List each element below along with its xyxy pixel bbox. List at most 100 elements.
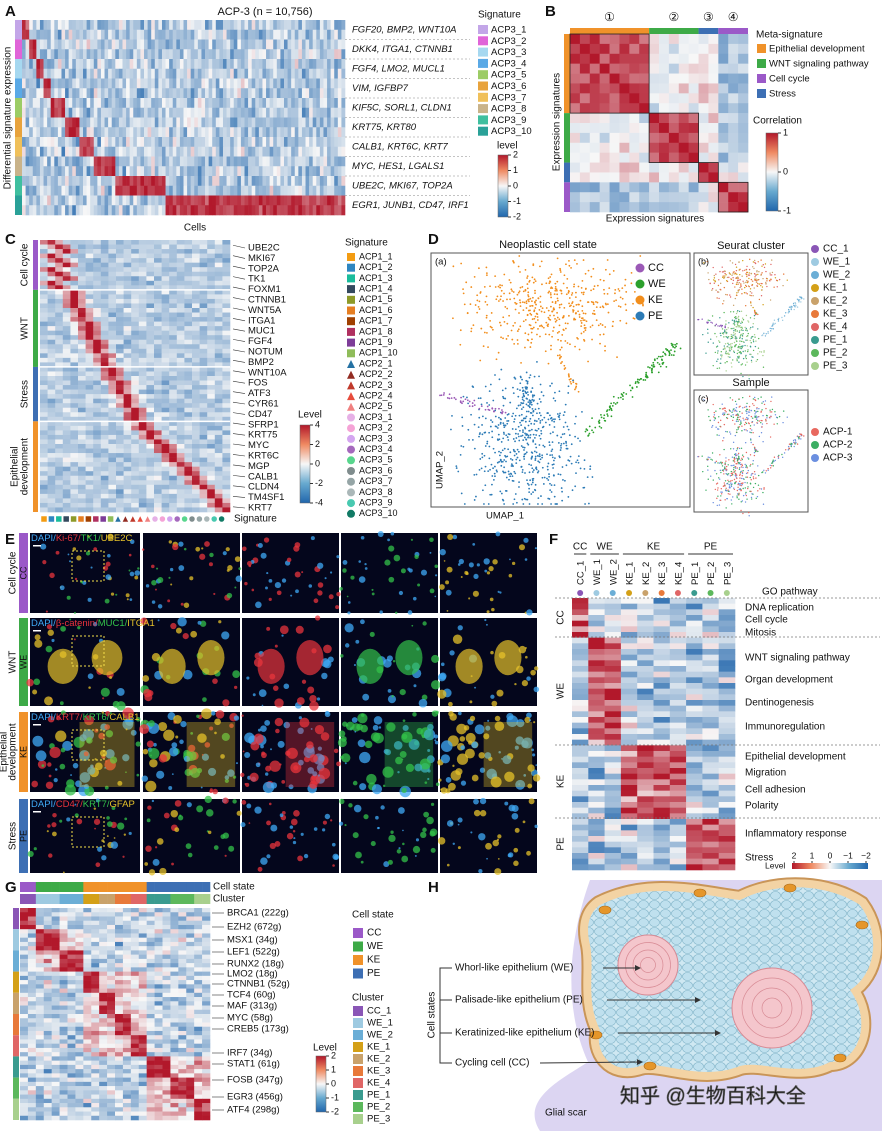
heatmap-cell	[161, 425, 170, 431]
heatmap-cell	[251, 137, 256, 148]
heatmap-cell	[62, 502, 71, 508]
heatmap-cell	[97, 29, 102, 40]
signature-strip	[15, 156, 22, 176]
heatmap-cell	[62, 448, 71, 454]
umap-point	[459, 453, 462, 456]
umap-point	[536, 429, 538, 432]
heatmap-cell	[172, 156, 177, 167]
heatmap-cell	[609, 162, 620, 173]
umap-point	[509, 475, 512, 478]
heatmap-cell	[262, 20, 267, 31]
umap-point	[459, 329, 462, 332]
umap-point	[604, 345, 606, 348]
colorbar-tick-label: 1	[513, 165, 518, 175]
heatmap-cell	[255, 68, 260, 79]
heatmap-cell	[97, 176, 102, 187]
heatmap-cell	[140, 78, 145, 89]
heatmap-cell	[32, 185, 37, 196]
heatmap-cell	[179, 20, 184, 31]
heatmap-cell	[161, 244, 170, 250]
umap-point	[514, 308, 517, 311]
heatmap-cell	[207, 353, 216, 359]
umap-point	[466, 312, 469, 315]
umap-point	[482, 345, 485, 348]
heatmap-cell	[47, 78, 52, 89]
heatmap-cell	[199, 416, 208, 422]
umap-point	[468, 438, 470, 441]
heatmap-cell	[116, 253, 124, 259]
heatmap-cell	[301, 98, 306, 109]
heatmap-cell	[219, 78, 224, 89]
heatmap-cell	[100, 403, 109, 409]
umap-point	[624, 278, 627, 281]
heatmap-cell	[176, 376, 185, 381]
heatmap-cell	[309, 137, 313, 148]
heatmap-cell	[169, 380, 178, 386]
heatmap-cell	[115, 195, 120, 206]
heatmap-cell	[116, 425, 124, 431]
heatmap-cell	[154, 353, 162, 359]
heatmap-cell	[179, 117, 184, 128]
heatmap-cell	[146, 339, 155, 345]
heatmap-cell	[219, 88, 224, 99]
heatmap-cell	[118, 29, 123, 40]
heatmap-cell	[280, 78, 285, 89]
heatmap-cell	[334, 29, 339, 40]
heatmap-cell	[93, 249, 102, 254]
heatmap-cell	[199, 335, 208, 341]
heatmap-cell	[184, 398, 193, 404]
heatmap-cell	[154, 421, 162, 427]
heatmap-cell	[309, 117, 313, 128]
heatmap-cell	[248, 156, 252, 167]
umap-point	[484, 465, 487, 468]
heatmap-cell	[55, 466, 64, 472]
heatmap-cell	[230, 166, 235, 177]
heatmap-cell	[176, 312, 185, 318]
heatmap-cell	[83, 176, 87, 187]
heatmap-cell	[199, 412, 208, 418]
heatmap-cell	[337, 98, 342, 109]
umap-point	[540, 429, 543, 432]
legend-label: ACP1_4	[359, 283, 393, 293]
umap-point	[473, 423, 476, 426]
gene-label: MUC1	[248, 326, 275, 337]
heatmap-cell	[144, 117, 148, 128]
heatmap-cell	[43, 117, 48, 128]
heatmap-cell	[323, 205, 328, 216]
heatmap-cell	[334, 146, 339, 157]
heatmap-cell	[176, 353, 185, 359]
heatmap-cell	[47, 276, 56, 282]
heatmap-cell	[207, 457, 216, 463]
legend-marker	[347, 434, 355, 443]
heatmap-cell	[122, 137, 127, 148]
umap-point	[534, 459, 537, 461]
heatmap-cell	[169, 249, 178, 254]
heatmap-cell	[100, 285, 109, 291]
heatmap-cell	[169, 502, 178, 508]
umap-point	[529, 417, 532, 420]
heatmap-cell	[255, 205, 260, 216]
legend-marker	[41, 516, 47, 522]
heatmap-cell	[169, 267, 178, 273]
heatmap-cell	[176, 421, 185, 427]
umap-point	[548, 290, 551, 293]
heatmap-cell	[161, 412, 170, 418]
umap-point	[560, 487, 563, 489]
umap-point	[483, 286, 486, 288]
heatmap-cell	[154, 434, 162, 440]
heatmap-cell	[40, 434, 48, 440]
heatmap-cell	[219, 107, 224, 118]
heatmap-cell	[72, 176, 77, 187]
heatmap-cell	[93, 205, 98, 216]
umap-point	[516, 456, 519, 459]
heatmap-cell	[262, 39, 267, 50]
umap-point	[574, 386, 577, 389]
heatmap-cell	[570, 43, 581, 55]
umap-point	[617, 396, 620, 399]
heatmap-cell	[262, 59, 267, 70]
heatmap-cell	[197, 39, 202, 50]
heatmap-cell	[70, 357, 79, 363]
heatmap-cell	[123, 389, 132, 395]
umap-point	[559, 271, 562, 273]
heatmap-cell	[55, 366, 64, 372]
